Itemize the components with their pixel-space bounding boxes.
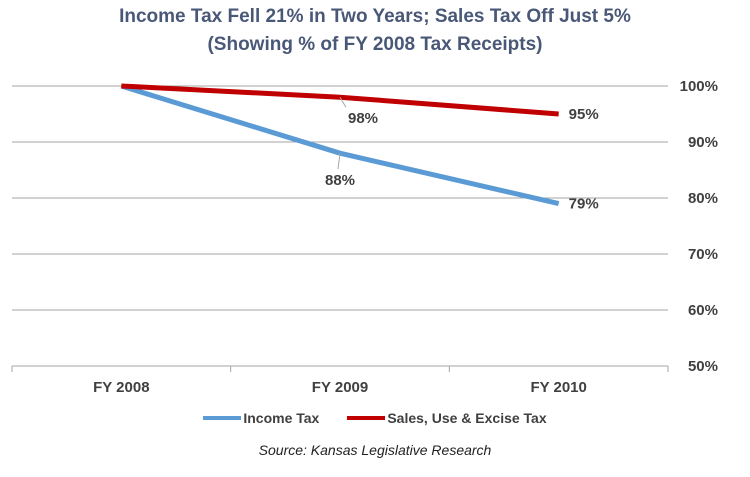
y-tick-label: 50%: [688, 358, 718, 375]
y-tick-label: 80%: [688, 190, 718, 207]
x-tick-label: FY 2010: [530, 379, 586, 396]
data-label: 98%: [348, 110, 378, 127]
y-tick-label: 70%: [688, 246, 718, 263]
legend-item-income-tax: Income Tax: [203, 410, 319, 426]
data-label: 88%: [325, 172, 355, 189]
series-line-sales-tax: [121, 83, 559, 117]
y-tick-label: 60%: [688, 302, 718, 319]
source-note: Source: Kansas Legislative Research: [258, 442, 492, 458]
chart-title: Income Tax Fell 21% in Two Years; Sales …: [119, 6, 631, 27]
legend-swatch-sales-tax: [347, 416, 386, 420]
x-tick-label: FY 2008: [93, 379, 149, 396]
legend-label-sales-tax: Sales, Use & Excise Tax: [387, 410, 547, 426]
data-label: 79%: [569, 196, 599, 213]
y-tick-label: 100%: [680, 78, 718, 95]
legend-item-sales-tax: Sales, Use & Excise Tax: [347, 410, 547, 426]
legend-label-income-tax: Income Tax: [243, 410, 320, 426]
chart-subtitle: (Showing % of FY 2008 Tax Receipts): [207, 34, 543, 55]
data-label: 95%: [569, 106, 599, 123]
y-tick-label: 90%: [688, 134, 718, 151]
legend: Income Tax Sales, Use & Excise Tax: [0, 410, 750, 426]
data-label-leader: [337, 153, 341, 170]
data-label-leader: [339, 96, 347, 108]
x-tick-label: FY 2009: [312, 379, 368, 396]
legend-swatch-income-tax: [203, 416, 242, 420]
